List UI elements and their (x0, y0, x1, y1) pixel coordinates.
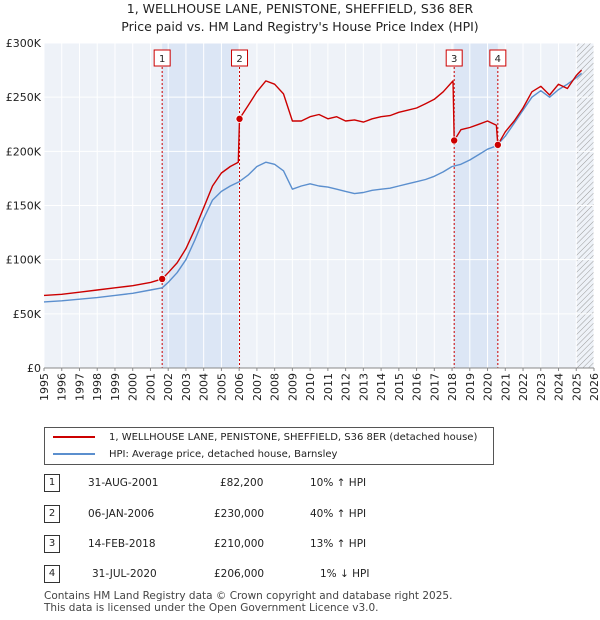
sale-badge: 4 (44, 565, 60, 583)
x-tick-label: 2020 (482, 373, 495, 401)
x-tick-label: 2001 (144, 373, 157, 401)
footer-licence: This data is licensed under the Open Gov… (44, 602, 379, 614)
table-row: 2 06-JAN-2006 £230,000 40% ↑ HPI (44, 504, 424, 526)
x-tick-label: 1999 (109, 373, 122, 401)
sale-date: 31-JUL-2020 (92, 568, 157, 580)
legend-swatch-property (53, 436, 95, 438)
table-row: 3 14-FEB-2018 £210,000 13% ↑ HPI (44, 534, 424, 556)
y-tick-label: £250K (6, 91, 42, 104)
y-tick-label: £300K (6, 37, 42, 50)
x-tick-label: 2012 (340, 373, 353, 401)
x-tick-label: 2008 (269, 373, 282, 401)
x-tick-label: 2016 (411, 373, 424, 401)
sale-point (158, 274, 167, 283)
x-tick-label: 2010 (304, 373, 317, 401)
x-tick-label: 1996 (56, 373, 69, 401)
sale-label-box (153, 49, 171, 67)
sale-label-box (445, 49, 463, 67)
y-tick-label: £100K (6, 254, 42, 267)
x-tick-label: 2023 (535, 373, 548, 401)
x-tick-label: 2000 (127, 373, 140, 401)
sale-label-number: 4 (495, 54, 501, 65)
price-chart: 1 2 3 4 £0 £50K £100K £150K £200K £250K £300K 1995 1… (6, 37, 600, 401)
x-tick-label: 2011 (322, 373, 335, 401)
x-tick-label: 2024 (553, 373, 566, 401)
x-tick-label: 2025 (570, 373, 583, 401)
x-tick-label: 1995 (38, 373, 51, 401)
y-tick-label: £0 (27, 362, 41, 375)
legend-label-hpi: HPI: Average price, detached house, Barn… (109, 448, 338, 460)
x-tick-label: 2019 (464, 373, 477, 401)
sale-date: 06-JAN-2006 (88, 508, 155, 520)
sale-price: £82,200 (220, 477, 264, 489)
x-tick-label: 2014 (375, 373, 388, 401)
sale-point (493, 140, 502, 149)
sale-badge: 1 (44, 474, 60, 492)
x-tick-label: 2004 (198, 373, 211, 401)
sale-label-number: 2 (236, 54, 242, 65)
sale-label-box (231, 49, 249, 67)
table-row: 1 31-AUG-2001 £82,200 10% ↑ HPI (44, 473, 424, 495)
sale-badge: 3 (44, 535, 60, 553)
legend-item-hpi: HPI: Average price, detached house, Barn… (53, 446, 337, 462)
sale-label-box (489, 49, 507, 67)
x-tick-label: 2015 (393, 373, 406, 401)
x-tick-label: 2003 (180, 373, 193, 401)
x-tick-label: 2005 (215, 373, 228, 401)
legend-item-property: 1, WELLHOUSE LANE, PENISTONE, SHEFFIELD,… (53, 429, 477, 445)
legend-label-property: 1, WELLHOUSE LANE, PENISTONE, SHEFFIELD,… (109, 431, 478, 443)
sale-date: 14-FEB-2018 (88, 538, 156, 550)
x-tick-label: 1998 (91, 373, 104, 401)
sale-delta: 1% ↓ HPI (320, 568, 370, 580)
sale-point (235, 114, 244, 123)
sale-point (450, 136, 459, 145)
x-tick-label: 2022 (517, 373, 530, 401)
sale-date: 31-AUG-2001 (88, 477, 159, 489)
sale-badge: 2 (44, 505, 60, 523)
series-line-property (43, 69, 583, 297)
x-tick-label: 2009 (286, 373, 299, 401)
sale-delta: 13% ↑ HPI (310, 538, 367, 550)
y-tick-label: £200K (6, 145, 42, 158)
x-tick-label: 1997 (73, 373, 86, 401)
x-tick-label: 2007 (251, 373, 264, 401)
x-tick-label: 2021 (499, 373, 512, 401)
sale-label-number: 3 (451, 54, 457, 65)
footer-copyright: Contains HM Land Registry data © Crown c… (44, 590, 453, 602)
footer: Contains HM Land Registry data © Crown c… (44, 590, 452, 614)
sale-label-number: 1 (159, 54, 165, 65)
chart-subtitle: Price paid vs. HM Land Registry's House … (121, 19, 479, 34)
legend: 1, WELLHOUSE LANE, PENISTONE, SHEFFIELD,… (44, 427, 494, 465)
y-tick-label: £50K (13, 308, 42, 321)
chart-title: 1, WELLHOUSE LANE, PENISTONE, SHEFFIELD,… (126, 1, 474, 16)
x-tick-label: 2026 (588, 373, 600, 401)
y-tick-label: £150K (6, 200, 42, 213)
x-tick-label: 2006 (233, 373, 246, 401)
series-line-hpi (43, 72, 583, 303)
legend-swatch-hpi (53, 453, 95, 455)
x-tick-label: 2017 (428, 373, 441, 401)
x-tick-label: 2018 (446, 373, 459, 401)
x-tick-label: 2013 (357, 373, 370, 401)
x-tick-label: 2002 (162, 373, 175, 401)
sale-price: £206,000 (214, 568, 265, 580)
sale-delta: 40% ↑ HPI (310, 508, 367, 520)
table-row: 4 31-JUL-2020 £206,000 1% ↓ HPI (44, 564, 424, 586)
sale-delta: 10% ↑ HPI (310, 477, 367, 489)
sale-price: £230,000 (214, 508, 265, 520)
sale-price: £210,000 (214, 538, 265, 550)
